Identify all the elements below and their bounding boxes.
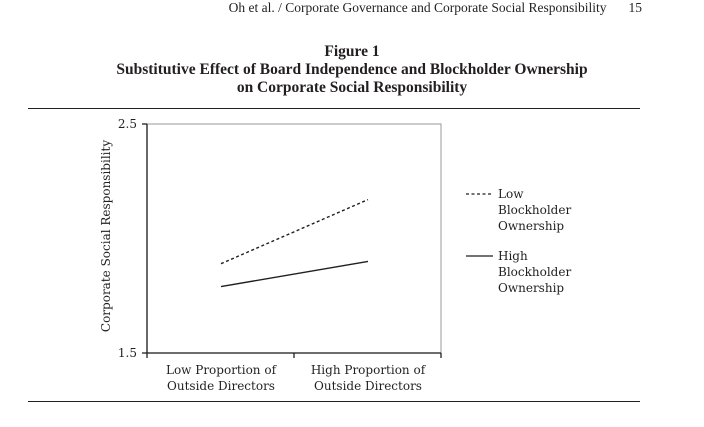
figure-title-line-2: on Corporate Social Responsibility [236,79,468,96]
bottom-rule [28,401,640,402]
y-tick-label-bottom: 1.5 [118,346,137,360]
legend-label-high-line-2: Blockholder [498,265,571,279]
figure-label: Figure 1 [324,43,380,60]
legend-label-high-line-3: Ownership [498,281,564,295]
x-tick-label-low-line-2: Outside Directors [167,379,275,393]
legend-label-low-line-3: Ownership [498,219,564,233]
figure-title-line-1: Substitutive Effect of Board Independenc… [116,61,588,78]
legend-label-low-line-2: Blockholder [498,203,571,217]
running-header: Oh et al. / Corporate Governance and Cor… [229,0,642,16]
top-rule [28,108,640,109]
x-tick-label-high-line-2: Outside Directors [314,379,422,393]
x-tick-label-high-line-1: High Proportion of [311,363,427,377]
running-header-text: Oh et al. / Corporate Governance and Cor… [228,0,607,15]
legend-label-high-line-1: High [498,249,528,263]
series-line-low-blockholder [220,198,369,265]
series-lines [220,198,369,288]
plot-frame [146,123,442,354]
x-tick-label-low-line-1: Low Proportion of [166,363,278,377]
y-axis-label: Corporate Social Responsibility [99,140,113,332]
y-tick-label-top: 2.5 [118,117,137,131]
page-number: 15 [628,0,643,15]
series-line-high-blockholder [220,260,369,288]
figure-title: Figure 1 Substitutive Effect of Board In… [0,43,704,97]
legend-label-low-line-1: Low [498,187,524,201]
